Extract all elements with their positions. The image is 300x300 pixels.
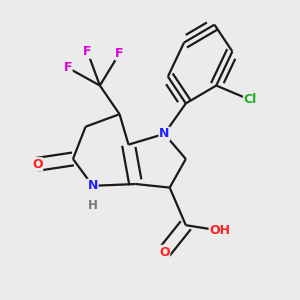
- Text: OH: OH: [209, 224, 230, 237]
- Text: Cl: Cl: [244, 93, 257, 106]
- Text: F: F: [83, 45, 92, 58]
- Text: O: O: [159, 246, 169, 259]
- Text: F: F: [63, 61, 72, 74]
- Text: F: F: [115, 47, 124, 60]
- Text: N: N: [88, 179, 98, 192]
- Text: O: O: [32, 158, 43, 171]
- Text: H: H: [88, 199, 98, 212]
- Text: N: N: [159, 128, 169, 140]
